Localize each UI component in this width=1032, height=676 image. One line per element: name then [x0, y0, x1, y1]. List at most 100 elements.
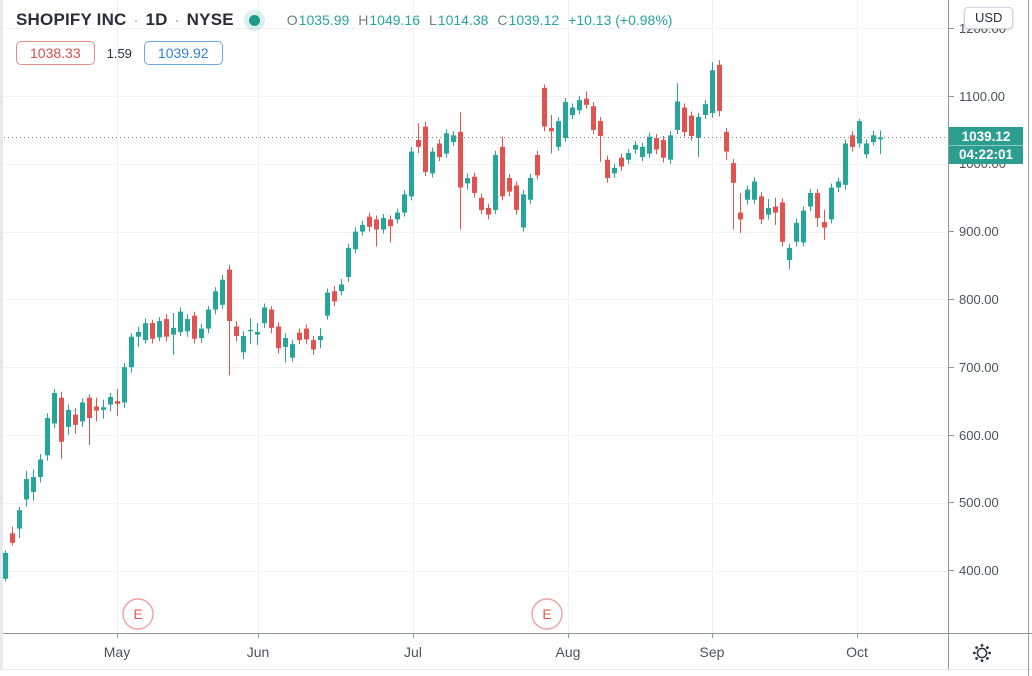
candle-body [752, 181, 757, 200]
market-status-icon[interactable] [248, 14, 260, 26]
bottom-hairline [0, 669, 1032, 670]
month-label: Aug [555, 644, 581, 660]
svg-text:E: E [542, 606, 551, 622]
candle-body [605, 159, 610, 179]
candle-body [458, 131, 463, 188]
month-label: Sep [699, 644, 725, 660]
candle-body [199, 328, 204, 339]
candle-body [276, 326, 281, 349]
candle-body [45, 418, 50, 456]
candle-body [395, 212, 400, 220]
candle-body [150, 323, 155, 339]
open-label: O [286, 12, 298, 28]
candle-body [850, 135, 855, 147]
candle-body [31, 477, 36, 492]
candle-body [129, 336, 134, 368]
price-tick-label: 900.00 [949, 223, 999, 241]
candle-body [290, 344, 295, 358]
candle-body [549, 127, 554, 132]
interval-label[interactable]: 1D [145, 10, 168, 29]
change-value: +10.13 (+0.98%) [568, 12, 673, 28]
candle-body [234, 326, 239, 337]
window-left-edge [0, 0, 3, 669]
candle-body [521, 194, 526, 228]
currency-badge[interactable]: USD [964, 7, 1014, 29]
candle-body [185, 319, 190, 332]
symbol-name[interactable]: SHOPIFY INC [16, 10, 127, 29]
candle-body [66, 409, 71, 427]
candle-body [24, 479, 29, 500]
candle-body [192, 315, 197, 339]
candle-body [318, 336, 323, 341]
month-label: Jul [404, 644, 422, 660]
candle-body [94, 406, 99, 411]
candle-body [640, 146, 645, 158]
price-tick-label: 800.00 [949, 290, 999, 308]
separator-dot: · [174, 11, 180, 29]
price-axis[interactable]: USD 1200.001100.001000.00900.00800.00700… [948, 0, 1032, 633]
earnings-marker[interactable]: E [531, 598, 563, 630]
open-value: 1035.99 [298, 12, 350, 28]
candle-body [73, 414, 78, 425]
candle-body [304, 328, 309, 340]
earnings-marker[interactable]: E [122, 598, 154, 630]
close-value: 1039.12 [508, 12, 560, 28]
buy-button[interactable]: 1039.92 [143, 41, 223, 65]
candle-body [409, 151, 414, 197]
trade-buttons-row: 1038.33 1.59 1039.92 [16, 41, 681, 65]
candle-body [59, 397, 64, 442]
price-tick-label: 600.00 [949, 426, 999, 444]
candle-body [465, 178, 470, 184]
exchange-label[interactable]: NYSE [186, 10, 234, 29]
candle-body [332, 291, 337, 302]
candle-body [871, 135, 876, 143]
candle-body [857, 121, 862, 144]
high-value: 1049.16 [369, 12, 420, 28]
candle-body [675, 101, 680, 130]
candle-body [738, 212, 743, 220]
candle-body [311, 340, 316, 350]
candle-body [766, 207, 771, 215]
candle-body [227, 269, 232, 322]
last-price-label: 1039.12 04:22:01 [949, 127, 1023, 164]
candle-body [619, 157, 624, 167]
candle-body [514, 185, 519, 210]
candle-body [864, 143, 869, 155]
candle-body [283, 338, 288, 347]
settings-gear-icon[interactable] [971, 642, 993, 664]
candle-body [598, 121, 603, 137]
sell-button[interactable]: 1038.33 [16, 41, 95, 65]
candle-body [388, 219, 393, 227]
bar-countdown: 04:22:01 [949, 145, 1023, 164]
candle-body [745, 189, 750, 200]
low-value: 1014.38 [437, 12, 489, 28]
candle-body [801, 210, 806, 243]
candle-body [661, 140, 666, 158]
candle-body [241, 336, 246, 353]
price-tick-label: 1100.00 [949, 87, 1005, 105]
candle-body [255, 331, 260, 335]
candle-body [164, 319, 169, 337]
ohlc-readout: O1035.99 H1049.16 L1014.38 C1039.12 +10.… [287, 12, 682, 28]
candle-body [297, 332, 302, 341]
candle-body [633, 144, 638, 150]
month-label: May [103, 644, 131, 660]
candle-body [710, 70, 715, 113]
time-axis[interactable]: May Jun Jul Aug Sep Oct [0, 633, 1032, 676]
axis-corner-divider [948, 634, 949, 669]
month-tick [712, 633, 713, 638]
candle-body [353, 231, 358, 250]
candle-body [206, 309, 211, 329]
high-label: H [358, 12, 369, 28]
month-tick [568, 633, 569, 638]
candle-body [563, 102, 568, 139]
candle-body [542, 87, 547, 127]
candle-body [472, 176, 477, 193]
svg-text:E: E [133, 606, 142, 622]
month-tick [413, 633, 414, 638]
month-tick [857, 633, 858, 638]
spread-label: 1.59 [106, 45, 132, 61]
candle-body [157, 321, 162, 338]
